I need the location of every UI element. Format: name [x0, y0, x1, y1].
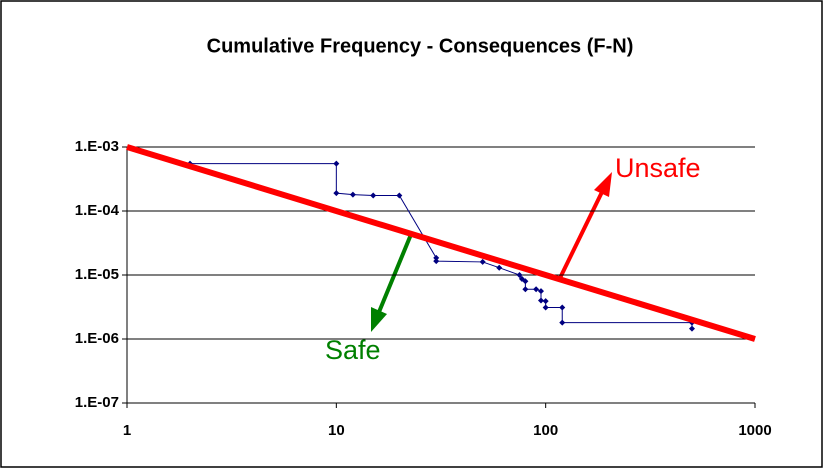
- plot: 1.E-07 1.E-06 1.E-05 1.E-04 1.E-03 1 10 100 1000: [75, 138, 772, 439]
- marker: [538, 288, 545, 295]
- unsafe-arrow: [558, 172, 612, 279]
- y-tick-label: 1.E-04: [75, 202, 120, 219]
- marker: [496, 264, 503, 271]
- marker: [522, 286, 529, 293]
- marker: [433, 258, 440, 265]
- chart-title: Cumulative Frequency - Consequences (F-N…: [207, 35, 634, 57]
- x-tick-label: 10: [328, 422, 345, 439]
- x-tick-label: 1000: [738, 422, 771, 439]
- marker: [688, 325, 695, 332]
- y-tick-label: 1.E-05: [75, 266, 119, 283]
- marker: [533, 286, 540, 293]
- marker: [538, 297, 545, 304]
- marker: [522, 278, 529, 285]
- marker: [559, 304, 566, 311]
- annotation: Unsafe: [615, 153, 701, 183]
- safe-arrow: [371, 231, 414, 332]
- y-tick-label: 1.E-06: [75, 330, 119, 347]
- x-tick-label: 100: [533, 422, 558, 439]
- marker: [516, 272, 523, 278]
- x-tick-label: 1: [123, 422, 131, 439]
- annotation: Safe: [325, 335, 381, 365]
- marker: [542, 298, 549, 305]
- marker: [349, 191, 356, 198]
- marker: [370, 192, 377, 199]
- y-tick-label: 1.E-07: [75, 394, 119, 411]
- marker: [559, 319, 566, 326]
- marker: [333, 160, 340, 167]
- marker: [479, 258, 486, 265]
- marker: [333, 190, 340, 197]
- y-tick-label: 1.E-03: [75, 138, 119, 155]
- marker: [542, 304, 549, 311]
- marker: [396, 192, 403, 199]
- criterion-line: [126, 144, 756, 342]
- marker: [433, 254, 440, 261]
